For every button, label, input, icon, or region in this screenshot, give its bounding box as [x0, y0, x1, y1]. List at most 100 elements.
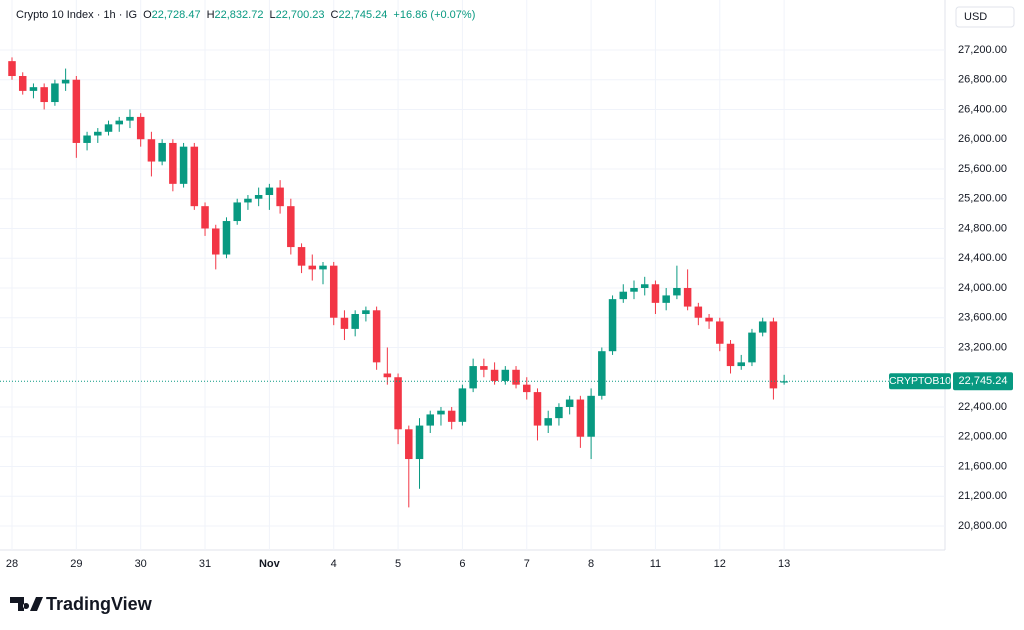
- candle-body: [308, 265, 317, 270]
- price-badge: [953, 372, 1013, 391]
- candle-body: [608, 299, 617, 352]
- x-tick-label: 30: [135, 558, 147, 570]
- candle-body: [136, 116, 145, 140]
- candle-body: [394, 377, 402, 430]
- candle-body: [673, 287, 681, 296]
- candle-body: [480, 366, 488, 370]
- candle-body: [72, 79, 81, 143]
- symbol-badge: [889, 373, 951, 390]
- candle-body: [94, 131, 102, 136]
- candle-body: [297, 247, 306, 266]
- y-tick-label: 21,200.00: [958, 490, 1007, 502]
- x-tick-label: 29: [70, 558, 82, 570]
- chart-title: Crypto 10 Index · 1h · IG: [16, 9, 137, 21]
- candle-body: [705, 317, 713, 322]
- y-tick-label: 26,000.00: [958, 133, 1007, 145]
- candle-body: [18, 76, 27, 91]
- candle-body: [640, 284, 649, 288]
- candle-body: [190, 146, 199, 207]
- candle-body: [748, 332, 756, 363]
- candle-body: [169, 142, 177, 184]
- candle-body: [565, 399, 574, 407]
- candle-body: [104, 124, 113, 132]
- candle-body: [426, 414, 434, 426]
- legend-value: 22,745.24: [338, 9, 387, 21]
- candle-body: [362, 310, 370, 315]
- logo-icon: [10, 597, 43, 611]
- brand: TradingView: [46, 594, 153, 614]
- candle-body: [29, 87, 38, 91]
- candle-body: [576, 399, 585, 437]
- candle-body: [405, 429, 413, 460]
- y-tick-label: 23,600.00: [958, 312, 1007, 324]
- candle-body: [769, 321, 778, 389]
- candle-body: [630, 287, 638, 292]
- candle-body: [619, 291, 628, 300]
- candle-body: [533, 392, 542, 426]
- candle-body: [244, 198, 252, 203]
- candle-body: [83, 135, 91, 143]
- candle-body: [8, 61, 16, 77]
- candle-body: [555, 406, 563, 419]
- candle-body: [51, 83, 59, 103]
- candle-body: [212, 228, 220, 255]
- legend-key: C: [331, 9, 339, 21]
- candle-body: [694, 306, 703, 318]
- candle-body: [179, 146, 188, 184]
- y-tick-label: 24,800.00: [958, 222, 1007, 234]
- legend-value: 22,728.47: [152, 9, 201, 21]
- candle-body: [737, 362, 745, 367]
- plot-area: [0, 0, 945, 550]
- legend-key: L: [269, 9, 275, 21]
- price-label: 22,745.24: [959, 375, 1008, 387]
- candle-body: [651, 284, 660, 303]
- candle-body: [469, 366, 477, 389]
- y-tick-label: 24,000.00: [958, 282, 1007, 294]
- x-tick-label: 12: [714, 558, 726, 570]
- candle-body: [780, 381, 788, 383]
- y-tick-label: 25,200.00: [958, 193, 1007, 205]
- candle-body: [598, 351, 606, 396]
- x-tick-label: Nov: [259, 558, 281, 570]
- candle-body: [501, 369, 510, 381]
- candle-body: [716, 321, 724, 344]
- candle-body: [233, 202, 241, 222]
- currency-box[interactable]: [955, 6, 1015, 28]
- candle-body: [683, 287, 692, 307]
- candle-body: [115, 120, 123, 125]
- candle-body: [544, 418, 552, 426]
- candle-body: [490, 369, 499, 381]
- candle-body: [351, 314, 359, 329]
- y-tick-label: 24,400.00: [958, 252, 1007, 264]
- legend-change: +16.86 (+0.07%): [393, 9, 475, 21]
- x-tick-label: 11: [650, 558, 661, 570]
- legend-key: O: [143, 9, 152, 21]
- y-tick-label: 22,000.00: [958, 431, 1007, 443]
- candle-body: [758, 321, 767, 333]
- y-tick-label: 27,200.00: [958, 44, 1007, 56]
- candle-body: [61, 79, 70, 84]
- candle-body: [276, 187, 284, 207]
- candle-body: [512, 369, 520, 385]
- header: Crypto 10 Index · 1h · IG O 22,728.47 H 22,8…: [16, 9, 475, 21]
- y-tick-label: 20,800.00: [958, 520, 1007, 532]
- candle-body: [329, 265, 338, 318]
- candle-body: [201, 206, 209, 229]
- legend-key: H: [207, 9, 215, 21]
- x-tick-label: 6: [459, 558, 465, 570]
- currency[interactable]: USD: [964, 11, 987, 23]
- y-tick-label: 26,400.00: [958, 103, 1007, 115]
- y-tick-label: 26,800.00: [958, 74, 1007, 86]
- candle-body: [587, 395, 595, 437]
- candle-body: [458, 388, 467, 422]
- legend-value: 22,700.23: [276, 9, 325, 21]
- x-tick-label: 4: [331, 558, 337, 570]
- candle-body: [447, 410, 456, 422]
- candle-body: [372, 310, 381, 363]
- candle-body: [383, 373, 392, 378]
- candle-body: [222, 221, 231, 255]
- y-tick-label: 22,400.00: [958, 401, 1007, 413]
- x-tick-label: 5: [395, 558, 401, 570]
